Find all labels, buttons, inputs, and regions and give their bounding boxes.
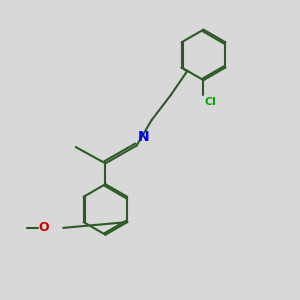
Text: O: O: [39, 221, 49, 234]
Text: N: N: [138, 130, 150, 144]
Text: Cl: Cl: [205, 97, 217, 106]
